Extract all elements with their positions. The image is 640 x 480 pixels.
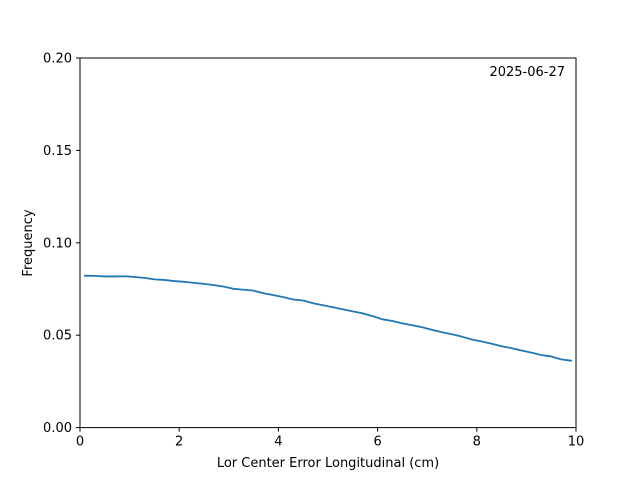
- y-axis-label: Frequency: [21, 209, 36, 276]
- date-annotation: 2025-06-27: [489, 65, 565, 80]
- y-tick-label: 0.05: [43, 329, 72, 344]
- x-tick-label: 8: [473, 435, 481, 450]
- y-tick-label: 0.00: [43, 421, 72, 436]
- x-tick-label: 10: [568, 435, 585, 450]
- y-tick-label: 0.20: [43, 52, 72, 67]
- x-tick-label: 6: [373, 435, 381, 450]
- x-tick-label: 0: [76, 435, 84, 450]
- y-tick-label: 0.10: [43, 236, 72, 251]
- plot-frame: [79, 57, 577, 429]
- y-tick-label: 0.15: [43, 144, 72, 159]
- y-axis-ticks: 0.00 0.05 0.10 0.15 0.20: [43, 52, 80, 436]
- x-tick-label: 2: [175, 435, 183, 450]
- x-axis-ticks: 0 2 4 6 8 10: [76, 427, 585, 450]
- series-line: [84, 274, 573, 362]
- x-tick-label: 4: [274, 435, 282, 450]
- x-axis-label: Lor Center Error Longitudinal (cm): [217, 456, 439, 471]
- series-group: [84, 274, 573, 362]
